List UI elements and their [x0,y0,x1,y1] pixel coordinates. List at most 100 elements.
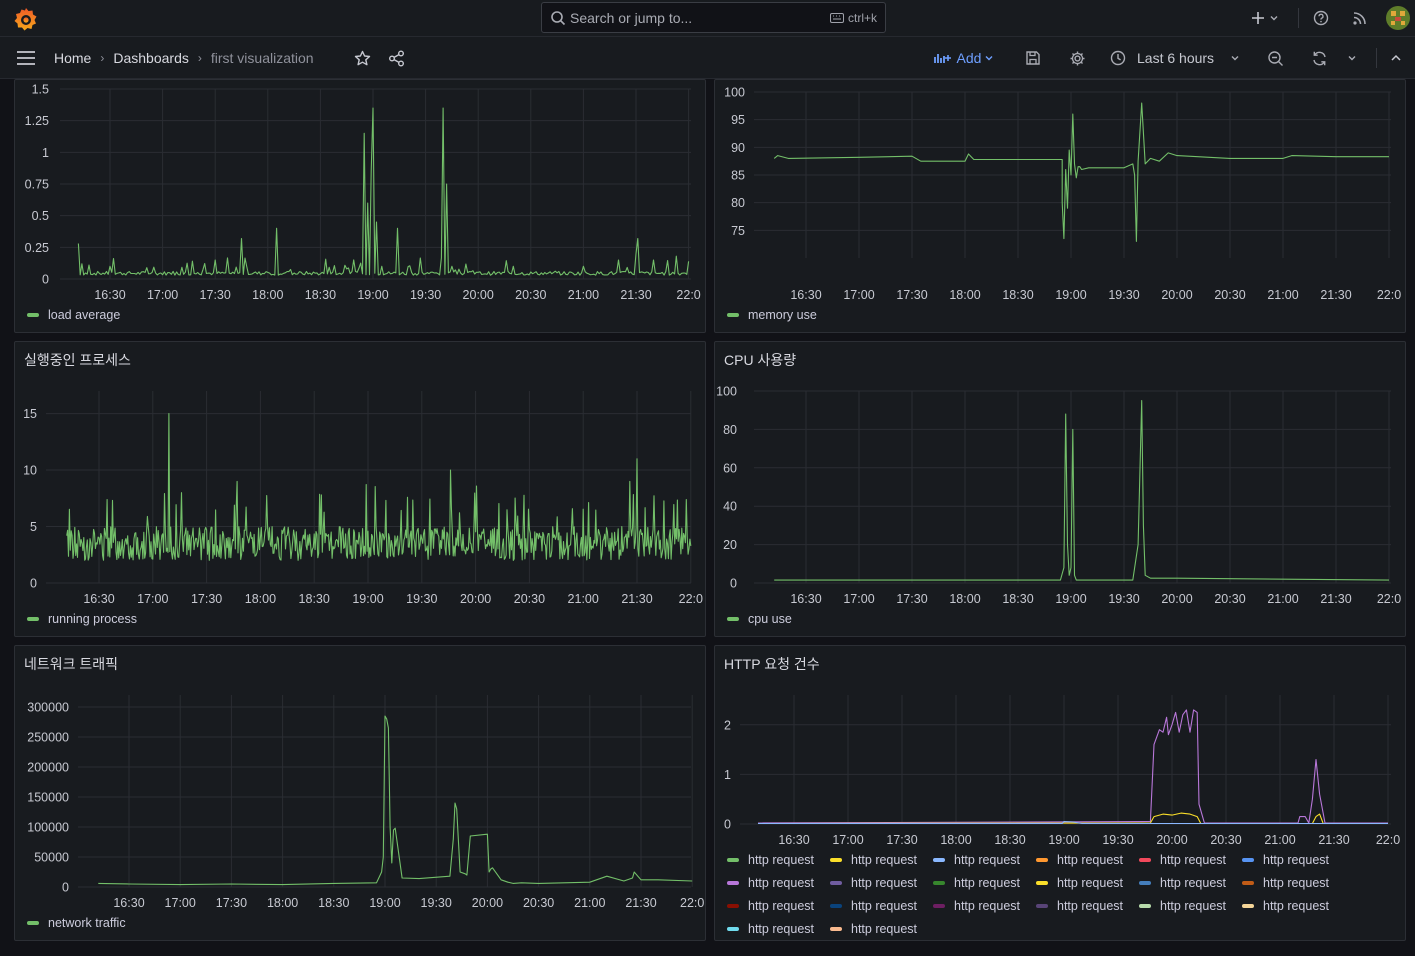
panel-title: 실행중인 프로세스 [24,352,131,368]
legend-swatch [830,927,842,931]
legend-item[interactable]: http request [727,875,830,891]
legend-label: http request [1263,853,1330,867]
y-tick-label: 0.25 [25,241,49,255]
legend-swatch [1139,904,1151,908]
x-tick-label: 18:30 [1002,592,1033,606]
legend-item[interactable]: http request [1139,852,1242,868]
chevron-right-icon: › [100,51,105,65]
x-tick-label: 22:0 [680,896,704,910]
x-tick-label: 20:30 [1214,288,1245,302]
x-tick-label: 19:30 [1108,288,1139,302]
y-tick-label: 95 [731,113,745,127]
chevron-down-icon [1231,56,1239,61]
legend-item[interactable]: running process [27,611,137,627]
legend-item[interactable]: http request [830,852,933,868]
legend-item[interactable]: http request [1242,875,1345,891]
legend-label: http request [851,922,918,936]
legend-label: http request [748,922,815,936]
legend-label: http request [1057,853,1124,867]
legend-swatch [1139,881,1151,885]
legend-swatch [1139,858,1151,862]
help-icon [1313,10,1329,26]
panel-network-traffic[interactable]: 네트워크 트래픽 16:30 17:00 17:30 18:00 18:30 19:00 1… [14,645,706,941]
y-tick-label: 2 [724,718,731,732]
legend-item[interactable]: http request [1036,875,1139,891]
x-tick-label: 21:00 [1267,592,1298,606]
legend-item[interactable]: http request [933,852,1036,868]
legend-label: running process [48,612,137,626]
save-button[interactable] [1023,48,1043,68]
legend-item[interactable]: http request [1139,875,1242,891]
x-tick-label: 17:00 [147,288,178,302]
add-button-label: Add [956,50,982,66]
menu-toggle-button[interactable] [15,48,37,68]
panel-memory-use[interactable]: 16:30 17:00 17:30 18:00 18:30 19:00 19:30 20:00… [714,79,1406,333]
legend-item[interactable]: memory use [727,307,817,323]
share-icon [388,50,404,66]
legend-item[interactable]: cpu use [727,611,792,627]
x-tick-label: 21:30 [1320,592,1351,606]
legend-item[interactable]: http request [830,898,933,914]
legend-item[interactable]: http request [1242,898,1345,914]
x-tick-label: 18:00 [252,288,283,302]
legend-item[interactable]: http request [1242,852,1345,868]
cpu-use-chart: 16:30 17:00 17:30 18:00 18:30 19:00 19:30 20:00… [716,385,1401,607]
x-tick-label: 21:30 [625,896,656,910]
legend-item[interactable]: http request [830,921,933,936]
gear-icon [1070,51,1084,65]
legend-item[interactable]: load average [27,307,120,323]
x-tick-label: 19:00 [357,288,388,302]
search-input[interactable] [570,7,810,29]
legend-item[interactable]: http request [933,898,1036,914]
refresh-button[interactable] [1309,48,1329,68]
add-button[interactable]: Add [926,48,1002,68]
help-button[interactable] [1311,8,1331,28]
zoom-out-icon [1267,50,1283,66]
x-tick-label: 20:00 [1161,288,1192,302]
x-tick-label: 16:30 [83,592,114,606]
panel-http-requests[interactable]: HTTP 요청 건수 16:30 17:00 17:30 18:00 18:30 19:0… [714,645,1406,941]
refresh-interval-dropdown[interactable] [1344,48,1360,68]
legend-item[interactable]: http request [727,852,830,868]
memory-use-chart: 16:30 17:00 17:30 18:00 18:30 19:00 19:30 20:00… [724,86,1401,303]
legend-item[interactable]: http request [933,875,1036,891]
panel-title: 네트워크 트래픽 [24,656,119,672]
legend-label: http request [954,899,1021,913]
legend-item[interactable]: network traffic [27,915,126,931]
time-range-picker[interactable]: Last 6 hours [1110,48,1250,68]
x-tick-label: 18:00 [940,833,971,847]
legend-item[interactable]: http request [727,898,830,914]
panel-running-process[interactable]: 실행중인 프로세스 16:30 17:00 17:30 18:00 18:30 19:00… [14,341,706,637]
legend-item[interactable]: http request [1036,898,1139,914]
panel-load-average[interactable]: 16:30 17:00 17:30 18:00 18:30 19:00 19:30 20:00… [14,79,706,333]
search-box[interactable]: ctrl+k [541,2,886,33]
zoom-out-button[interactable] [1265,48,1285,68]
x-tick-label: 19:30 [1102,833,1133,847]
legend-item[interactable]: http request [1036,852,1139,868]
y-tick-label: 150000 [27,791,69,805]
new-button[interactable] [1247,8,1283,28]
news-button[interactable] [1350,8,1370,28]
y-tick-label: 300000 [27,701,69,715]
legend: cpu use [727,611,807,627]
legend-item[interactable]: http request [830,875,933,891]
x-tick-label: 19:30 [410,288,441,302]
panel-cpu-use[interactable]: CPU 사용량 16:30 17:00 17:30 18:00 18:30 19:00 19… [714,341,1406,637]
breadcrumb-dashboards[interactable]: Dashboards [113,50,189,66]
breadcrumb-home[interactable]: Home [54,50,92,66]
share-button[interactable] [386,48,406,68]
x-tick-label: 20:30 [523,896,554,910]
x-tick-label: 20:00 [460,592,491,606]
user-avatar[interactable] [1385,5,1411,31]
collapse-toolbar-button[interactable] [1387,48,1405,68]
grafana-logo-icon[interactable] [13,6,39,32]
time-range-label: Last 6 hours [1137,50,1215,66]
legend-item[interactable]: http request [1139,898,1242,914]
x-tick-label: 17:00 [165,896,196,910]
legend-item[interactable]: http request [727,921,830,936]
legend: memory use [727,307,832,323]
legend-label: network traffic [48,916,126,930]
settings-button[interactable] [1067,48,1087,68]
x-tick-label: 18:30 [318,896,349,910]
favorite-button[interactable] [352,48,372,68]
